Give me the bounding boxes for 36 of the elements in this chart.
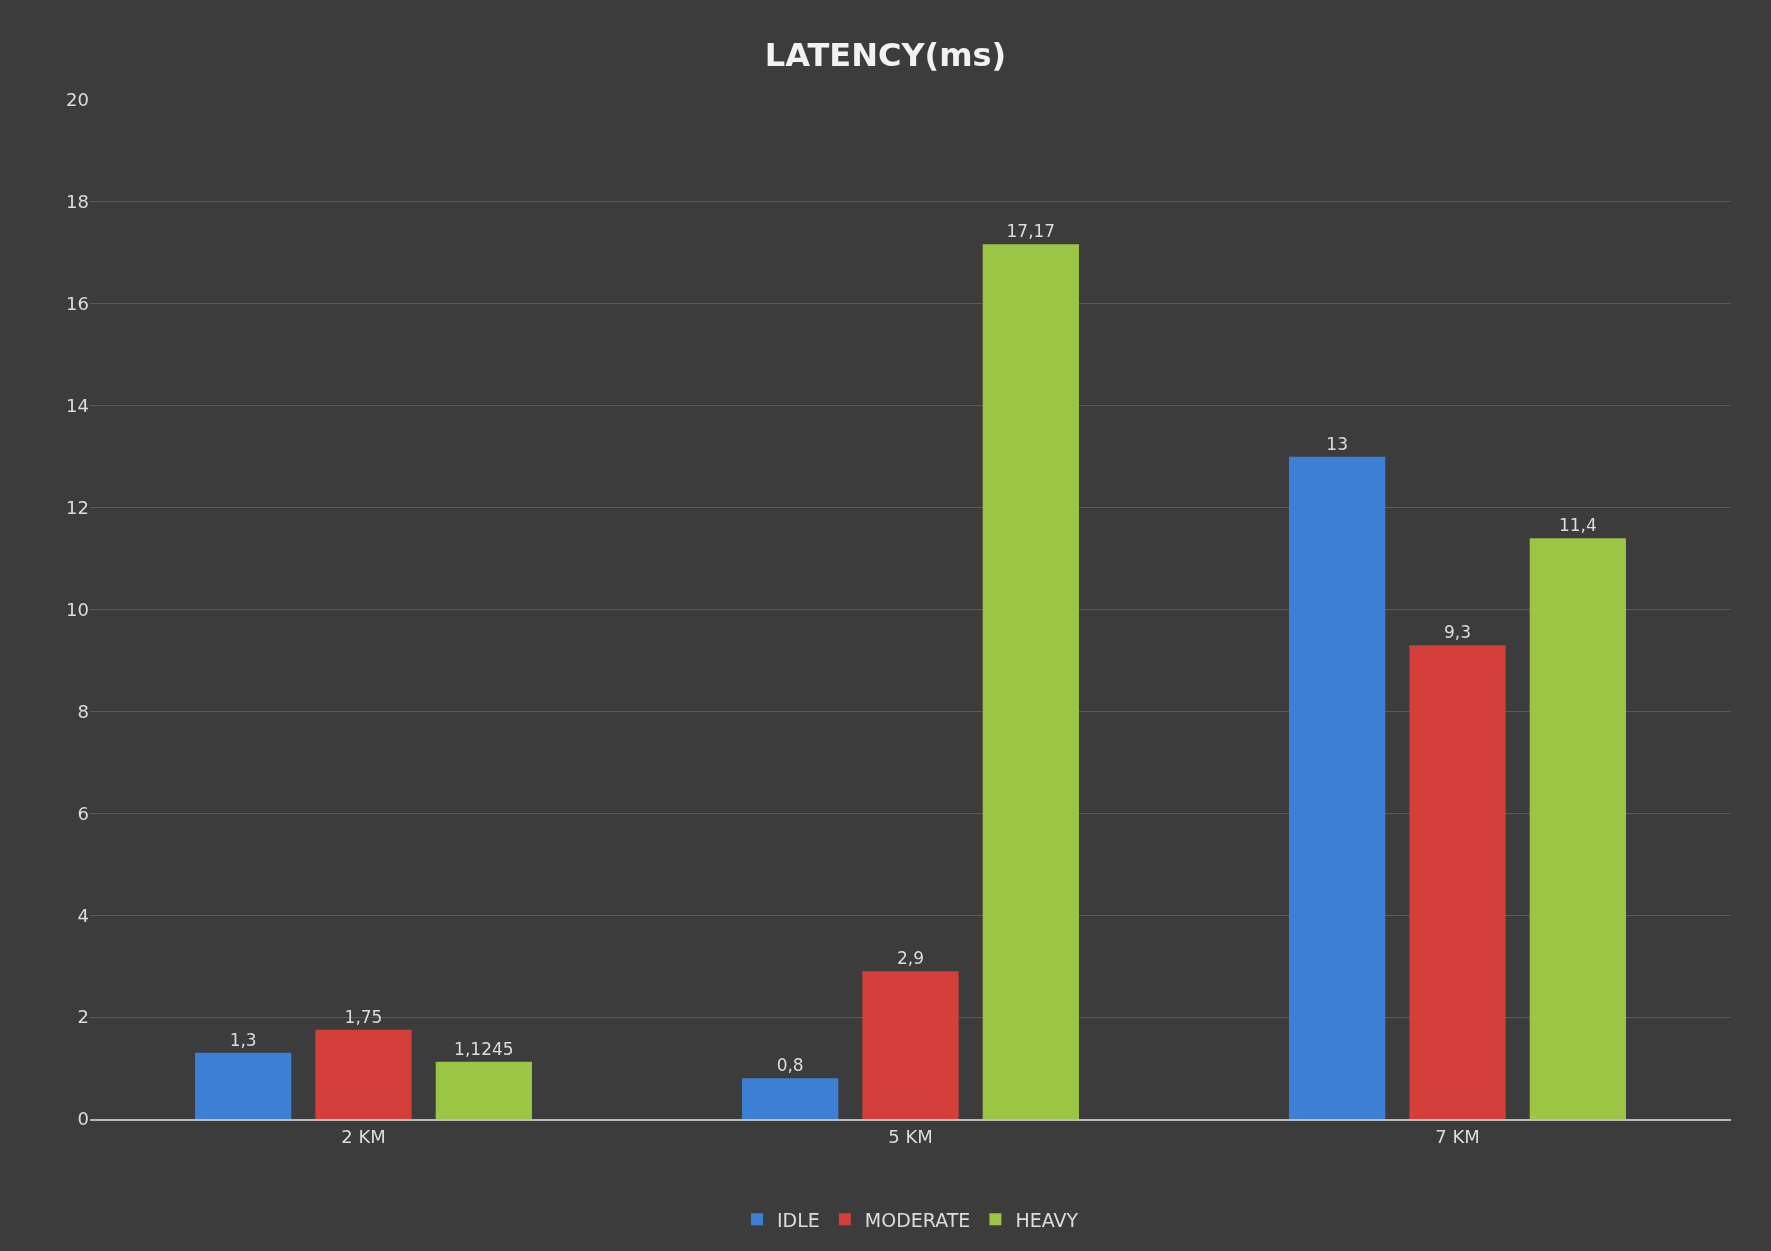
- data-label: 2,9: [896, 948, 925, 969]
- legend-label: MODERATE: [864, 1208, 971, 1231]
- y-tick-label: 8: [77, 700, 89, 722]
- x-tick-label: 5 KM: [888, 1125, 933, 1147]
- x-tick-label: 7 KM: [1435, 1125, 1480, 1147]
- bar: [742, 1078, 839, 1119]
- legend-label: IDLE: [777, 1208, 820, 1231]
- y-tick-label: 18: [66, 191, 89, 213]
- y-tick-label: 0: [77, 1108, 89, 1130]
- bar: [195, 1052, 292, 1119]
- data-label: 11,4: [1558, 515, 1597, 536]
- data-label: 13: [1326, 433, 1348, 454]
- data-label: 1,75: [344, 1006, 383, 1027]
- y-tick-label: 2: [77, 1006, 89, 1028]
- bar: [315, 1029, 412, 1119]
- y-tick-label: 20: [66, 89, 89, 111]
- y-tick-label: 16: [66, 293, 89, 315]
- y-tick-label: 6: [77, 802, 89, 824]
- chart-title: LATENCY(ms): [764, 36, 1007, 75]
- y-tick-label: 12: [66, 496, 89, 518]
- data-label: 9,3: [1443, 622, 1472, 643]
- legend-label: HEAVY: [1015, 1208, 1079, 1231]
- bar: [435, 1061, 532, 1119]
- data-label: 0,8: [776, 1055, 804, 1076]
- bar: [862, 971, 959, 1119]
- bar: [1409, 645, 1506, 1119]
- data-label: 1,3: [229, 1029, 257, 1050]
- y-tick-label: 14: [66, 395, 89, 416]
- y-tick-label: 4: [77, 904, 89, 926]
- data-label: 1,1245: [454, 1038, 514, 1059]
- data-label: 17,17: [1006, 221, 1056, 242]
- bar: [1289, 456, 1386, 1119]
- x-tick-label: 2 KM: [341, 1125, 386, 1147]
- bar: [1529, 538, 1626, 1119]
- bar: [982, 244, 1079, 1119]
- y-tick-label: 10: [66, 598, 89, 620]
